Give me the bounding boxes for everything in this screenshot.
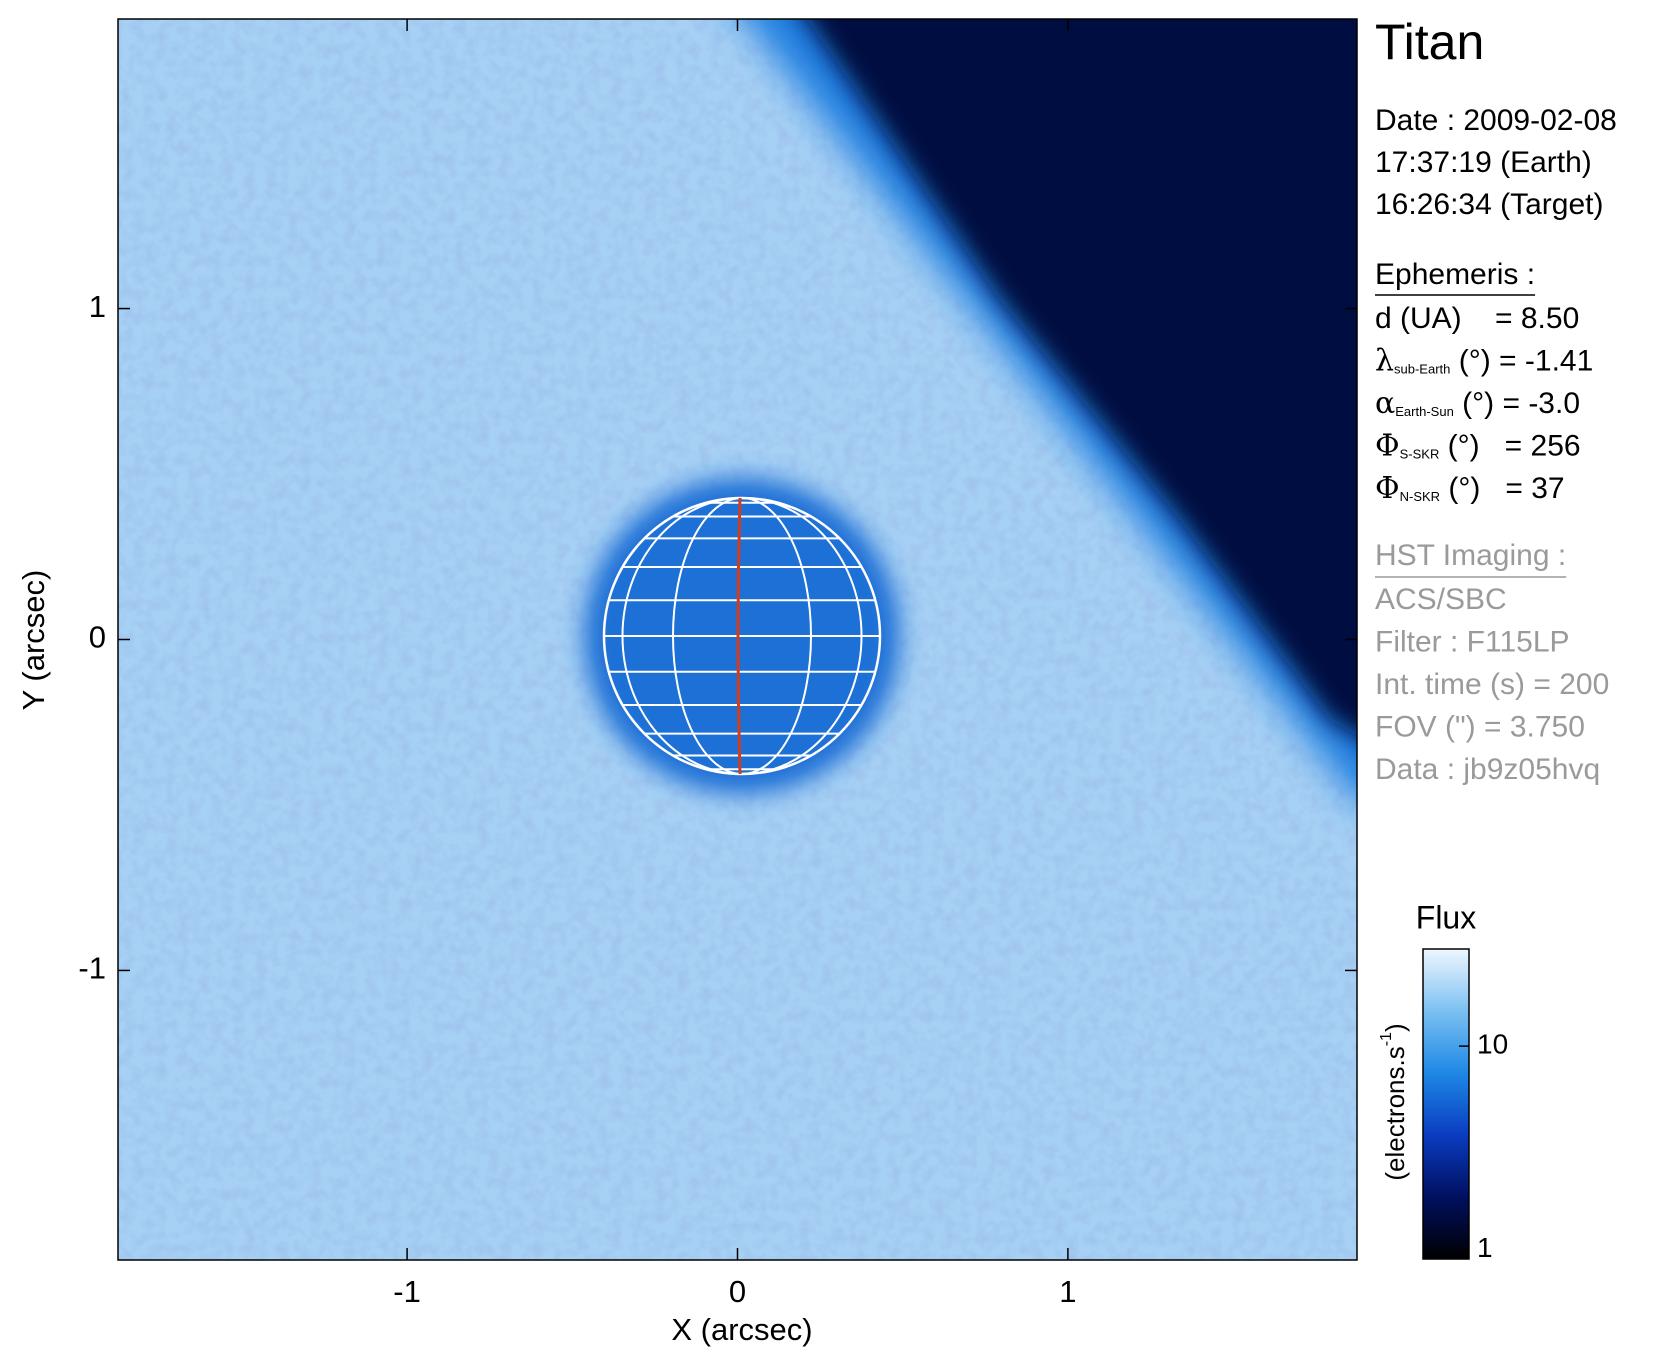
meridian <box>621 497 863 775</box>
symbol: Φ <box>1375 429 1400 464</box>
subscript: sub-Earth <box>1394 362 1450 377</box>
title: Titan <box>1375 14 1484 70</box>
symbol: Φ <box>1375 471 1400 506</box>
ephemeris-line: αEarth-Sun (°) = -3.0 <box>1375 386 1580 421</box>
symbol: λ <box>1375 344 1394 379</box>
hst-title: HST Imaging : <box>1375 539 1566 572</box>
ephemeris-line: ΦS-SKR (°) = 256 <box>1375 429 1581 464</box>
x-axis-label: X (arcsec) <box>671 1312 812 1347</box>
image <box>118 19 1357 1260</box>
subscript: Earth-Sun <box>1395 404 1454 419</box>
ephemeris-line: λsub-Earth (°) = -1.41 <box>1375 344 1593 379</box>
colorbar-tick-label: 10 <box>1477 1029 1508 1060</box>
ephemeris-text: (°) = -1.41 <box>1450 344 1593 377</box>
info-panel: Date : 2009-02-08 17:37:19 (Earth) 16:26:3… <box>1375 104 1617 786</box>
symbol: α <box>1375 386 1395 421</box>
hst-line: Data : jb9z05hvq <box>1375 753 1600 786</box>
ephemeris-title: Ephemeris : <box>1375 258 1535 291</box>
subscript: S-SKR <box>1400 447 1440 462</box>
subscript: N-SKR <box>1400 489 1440 504</box>
y-tick-label: 0 <box>89 620 106 655</box>
ephemeris-text: d (UA) = 8.50 <box>1375 302 1579 335</box>
central-meridian <box>736 497 742 775</box>
colorbar-label-text: (electrons.s <box>1380 1046 1410 1180</box>
date-line: Date : 2009-02-08 <box>1375 104 1617 137</box>
y-axis-label: Y (arcsec) <box>16 570 51 711</box>
x-tick-label: 0 <box>729 1274 746 1309</box>
colorbar-title: Flux <box>1416 899 1476 935</box>
date-line: 16:26:34 (Target) <box>1375 188 1603 221</box>
colorbar-label: (electrons.s-1) <box>1378 1023 1410 1180</box>
hst-line: Filter : F115LP <box>1375 625 1570 658</box>
colorbar-label-sup: -1 <box>1378 1032 1395 1046</box>
x-tick-label: 1 <box>1059 1274 1076 1309</box>
colorbar-label-end: ) <box>1380 1023 1410 1032</box>
colorbar <box>1422 948 1470 1260</box>
y-tick-label: -1 <box>78 951 106 986</box>
hst-line: Int. time (s) = 200 <box>1375 668 1609 701</box>
hst-line: ACS/SBC <box>1375 583 1507 616</box>
ephemeris-text: (°) = 37 <box>1440 472 1565 505</box>
ephemeris-line: ΦN-SKR (°) = 37 <box>1375 471 1565 506</box>
ephemeris-text: (°) = -3.0 <box>1454 387 1580 420</box>
x-tick-label: -1 <box>393 1274 421 1309</box>
date-line: 17:37:19 (Earth) <box>1375 146 1592 179</box>
colorbar-tick-label: 1 <box>1477 1232 1493 1263</box>
dark-region <box>806 19 1357 736</box>
ephemeris-line: d (UA) = 8.50 <box>1375 302 1579 335</box>
hst-line: FOV (") = 3.750 <box>1375 710 1585 743</box>
ephemeris-text: (°) = 256 <box>1439 429 1580 462</box>
y-tick-label: 1 <box>89 289 106 324</box>
globe <box>602 496 882 776</box>
